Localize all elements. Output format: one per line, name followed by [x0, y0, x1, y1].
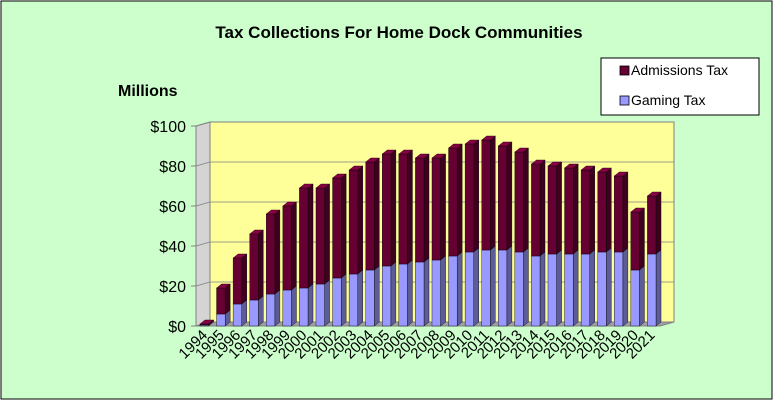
bar-admissions-2018: [597, 167, 612, 253]
bar-gaming-2000: [299, 283, 314, 327]
bar-admissions-2000: [298, 183, 314, 289]
bar-admissions-2017: [580, 165, 596, 255]
y-axis-ticks: $0 $20 $40 $60 $80 $100: [150, 119, 196, 336]
legend: Admissions Tax Gaming Tax: [600, 57, 760, 116]
bar-admissions-1995: [215, 283, 231, 315]
bar-admissions-2006: [398, 149, 414, 265]
bar-admissions-2011: [481, 135, 496, 251]
bar-gaming-2017: [580, 249, 595, 327]
bar-gaming-1999: [282, 285, 297, 327]
bar-gaming-2011: [481, 245, 496, 327]
bar-admissions-2003: [348, 165, 364, 275]
bar-gaming-2002: [332, 273, 347, 327]
bar-gaming-2005: [382, 261, 397, 327]
bar-gaming-1998: [266, 289, 281, 327]
chart-title: Tax Collections For Home Dock Communitie…: [215, 23, 582, 42]
bar-gaming-1997: [249, 295, 264, 327]
legend-label-admissions: Admissions Tax: [631, 62, 728, 78]
y-tick-label: $100: [150, 119, 186, 136]
bar-gaming-2001: [315, 279, 330, 327]
y-axis-label: Millions: [118, 83, 178, 100]
legend-label-gaming: Gaming Tax: [631, 92, 705, 108]
bar-gaming-2013: [514, 247, 529, 327]
bar-admissions-2015: [547, 161, 563, 255]
bar-gaming-2012: [498, 245, 513, 327]
bar-admissions-2007: [414, 153, 430, 263]
bar-admissions-2002: [331, 173, 347, 279]
bar-gaming-2004: [365, 265, 380, 327]
bar-admissions-1996: [232, 253, 248, 305]
bar-admissions-1998: [265, 209, 281, 295]
bar-admissions-2014: [530, 159, 546, 257]
y-tick-label: $20: [159, 279, 186, 296]
bar-gaming-2018: [597, 247, 612, 327]
bar-gaming-2009: [448, 251, 463, 327]
legend-swatch-gaming: [619, 95, 630, 106]
bar-gaming-2016: [564, 249, 579, 327]
legend-swatch-admissions: [619, 65, 630, 76]
bar-gaming-2007: [415, 257, 430, 327]
y-tick-label: $40: [159, 239, 186, 256]
bar-gaming-2003: [348, 269, 363, 327]
bar-gaming-2021: [647, 249, 662, 327]
bar-admissions-2016: [563, 163, 579, 255]
bar-gaming-2019: [614, 247, 629, 327]
y-tick-label: $80: [159, 159, 186, 176]
bar-admissions-2009: [447, 143, 463, 257]
y-tick-label: $0: [168, 319, 186, 336]
bar-gaming-2006: [398, 259, 413, 327]
bar-admissions-2001: [315, 183, 331, 285]
bar-gaming-2014: [531, 251, 546, 327]
bar-admissions-1999: [282, 201, 298, 291]
bar-admissions-2020: [630, 207, 646, 271]
bar-admissions-2019: [613, 171, 629, 253]
bar-gaming-1996: [232, 299, 247, 327]
y-tick-label: $60: [159, 199, 186, 216]
bar-admissions-2012: [497, 141, 513, 251]
bar-gaming-2020: [630, 265, 645, 327]
bar-gaming-2015: [547, 249, 562, 327]
bar-admissions-2004: [365, 157, 380, 271]
gridline: [195, 121, 674, 127]
bar-gaming-2010: [464, 247, 479, 327]
bar-admissions-2005: [381, 149, 397, 267]
bar-gaming-2008: [431, 255, 446, 327]
bar-admissions-1997: [249, 229, 264, 301]
bar-admissions-2010: [464, 139, 480, 253]
plot-side-wall: [195, 121, 211, 327]
bar-admissions-2013: [514, 147, 530, 253]
bar-admissions-2008: [431, 153, 447, 261]
bar-admissions-2021: [646, 191, 662, 255]
bars: [199, 135, 662, 327]
bar-admissions-1994: [199, 319, 215, 326]
